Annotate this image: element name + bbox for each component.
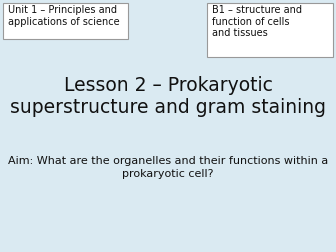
Text: Aim: What are the organelles and their functions within a
prokaryotic cell?: Aim: What are the organelles and their f… [8, 156, 328, 179]
FancyBboxPatch shape [207, 3, 333, 57]
Text: Lesson 2 – Prokaryotic
superstructure and gram staining: Lesson 2 – Prokaryotic superstructure an… [10, 76, 326, 117]
Text: Unit 1 – Principles and
applications of science: Unit 1 – Principles and applications of … [8, 5, 120, 27]
Text: B1 – structure and
function of cells
and tissues: B1 – structure and function of cells and… [212, 5, 302, 38]
FancyBboxPatch shape [3, 3, 128, 39]
